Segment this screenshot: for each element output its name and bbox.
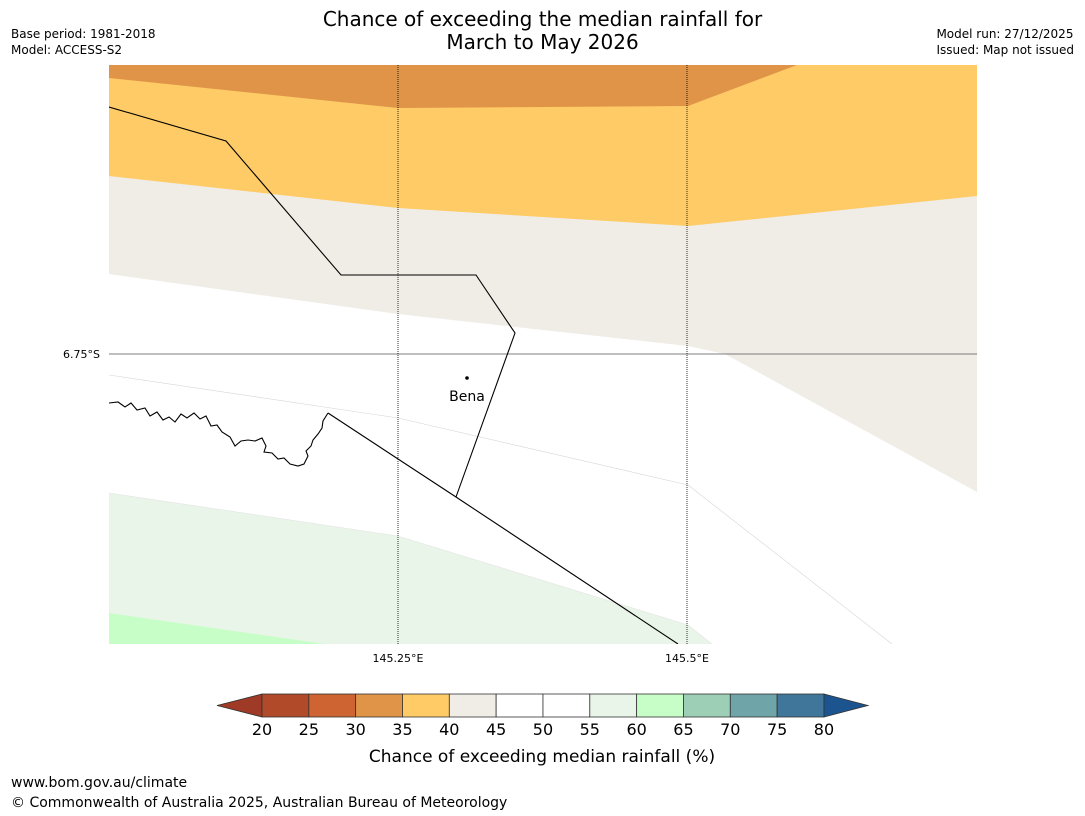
map-area[interactable] (109, 65, 977, 644)
bena-label: Bena (449, 389, 485, 405)
colorbar-tick-label: 50 (533, 720, 553, 739)
colorbar-segment-40-45 (448, 693, 497, 718)
colorbar-segment-70-75 (729, 693, 778, 718)
colorbar-tick-label: 45 (486, 720, 506, 739)
region-30-35 (109, 65, 797, 108)
colorbar-tick-label: 25 (299, 720, 319, 739)
footer-copyright: © Commonwealth of Australia 2025, Austra… (11, 795, 508, 811)
title-line-1: Chance of exceeding the median rainfall … (322, 7, 763, 31)
colorbar-segment-55-60 (589, 693, 638, 718)
colorbar-segment-25-30 (308, 693, 357, 718)
colorbar-segment-20-25 (261, 693, 310, 718)
region-55-60 (109, 493, 712, 644)
model-run: Model run: 27/12/2025 (936, 27, 1074, 41)
colorbar-segment-75-80 (776, 693, 825, 718)
colorbar-segment-45-50 (495, 693, 544, 718)
colorbar-tick-label: 40 (439, 720, 459, 739)
colorbar-segment-30-35 (355, 693, 403, 718)
colorbar-tick-label: 55 (580, 720, 600, 739)
longitude-label-145-25: 145.25°E (373, 652, 424, 665)
colorbar-tick-label: 75 (767, 720, 787, 739)
colorbar-segment-60-65 (636, 693, 684, 718)
meta-right: Model run: 27/12/2025 Issued: Map not is… (936, 26, 1074, 58)
colorbar-tick-label: 30 (345, 720, 365, 739)
region-60-65 (109, 613, 325, 644)
colorbar (216, 693, 870, 718)
colorbar-tick-label: 35 (392, 720, 412, 739)
colorbar-ticks: 20 25 30 35 40 45 50 55 60 65 70 75 80 (252, 720, 834, 739)
river-line (109, 401, 329, 467)
model-name: Model: ACCESS-S2 (11, 43, 123, 57)
base-period: Base period: 1981-2018 (11, 27, 156, 41)
footer-url[interactable]: www.bom.gov.au/climate (11, 775, 188, 791)
meta-left: Base period: 1981-2018 Model: ACCESS-S2 (11, 26, 156, 58)
longitude-label-145-5: 145.5°E (665, 652, 709, 665)
colorbar-tick-label: 65 (673, 720, 693, 739)
contour-line (109, 374, 893, 644)
contour-line (109, 492, 713, 644)
latitude-label: 6.75°S (63, 348, 100, 361)
title-line-2: March to May 2026 (446, 30, 639, 54)
province-boundary (109, 106, 516, 498)
issued-status: Issued: Map not issued (936, 43, 1074, 57)
colorbar-tick-label: 70 (720, 720, 740, 739)
colorbar-extension-low (216, 693, 263, 718)
colorbar-tick-label: 60 (626, 720, 646, 739)
colorbar-title: Chance of exceeding median rainfall (%) (369, 747, 715, 767)
colorbar-extension-high (823, 693, 870, 718)
colorbar-tick-label: 80 (814, 720, 834, 739)
page-title: Chance of exceeding the median rainfall … (0, 8, 1085, 54)
colorbar-segment-35-40 (402, 693, 450, 718)
colorbar-tick-label: 20 (252, 720, 272, 739)
bena-marker (465, 376, 469, 380)
colorbar-segment-50-55 (542, 693, 591, 718)
province-boundary (327, 412, 679, 644)
colorbar-segment-65-70 (683, 693, 731, 718)
region-35-40 (109, 65, 977, 226)
